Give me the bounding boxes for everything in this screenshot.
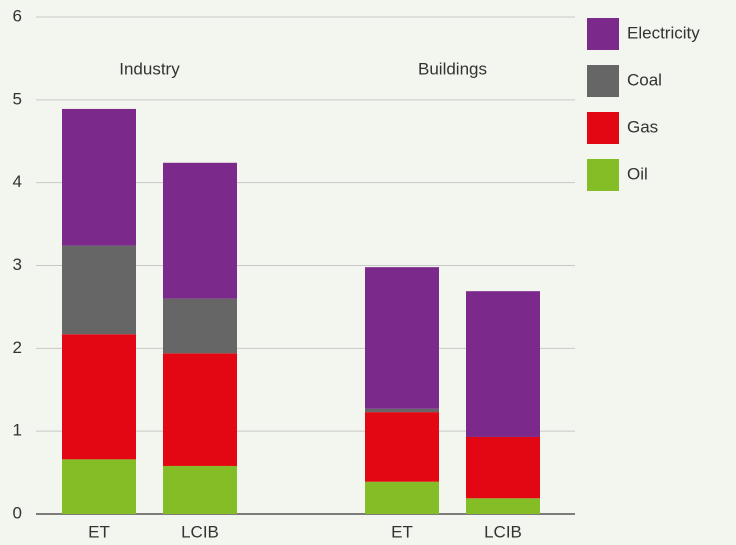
y-tick-label: 2	[13, 338, 22, 357]
group-label: Buildings	[418, 59, 487, 78]
legend-swatch	[587, 112, 619, 144]
legend-label: Oil	[627, 164, 648, 183]
bar-segment	[62, 459, 136, 514]
y-tick-label: 1	[13, 421, 22, 440]
legend-label: Gas	[627, 117, 658, 136]
x-tick-label: LCIB	[181, 522, 219, 541]
bar-segment	[62, 245, 136, 335]
y-tick-label: 3	[13, 255, 22, 274]
bar-segment	[62, 334, 136, 460]
x-tick-label: ET	[391, 522, 413, 541]
group-label: Industry	[119, 59, 180, 78]
bar-segment	[466, 436, 540, 499]
bar-segment	[365, 412, 439, 482]
x-tick-label: LCIB	[484, 522, 522, 541]
bar-segment	[365, 481, 439, 514]
bar-segment	[365, 408, 439, 413]
legend-label: Electricity	[627, 23, 700, 42]
y-tick-label: 0	[13, 503, 22, 522]
legend-label: Coal	[627, 70, 662, 89]
bar-segment	[62, 108, 136, 246]
x-tick-label: ET	[88, 522, 110, 541]
legend-swatch	[587, 65, 619, 97]
bar-segment	[466, 498, 540, 514]
legend-swatch	[587, 159, 619, 191]
bar-segment	[163, 162, 237, 299]
legend-swatch	[587, 18, 619, 50]
y-tick-label: 5	[13, 89, 22, 108]
y-tick-label: 4	[13, 172, 22, 191]
bar-segment	[163, 298, 237, 354]
bar-segment	[365, 267, 439, 409]
bar-segment	[163, 353, 237, 466]
bar-segment	[163, 465, 237, 514]
bar-segment	[466, 291, 540, 437]
y-tick-label: 6	[13, 6, 22, 25]
